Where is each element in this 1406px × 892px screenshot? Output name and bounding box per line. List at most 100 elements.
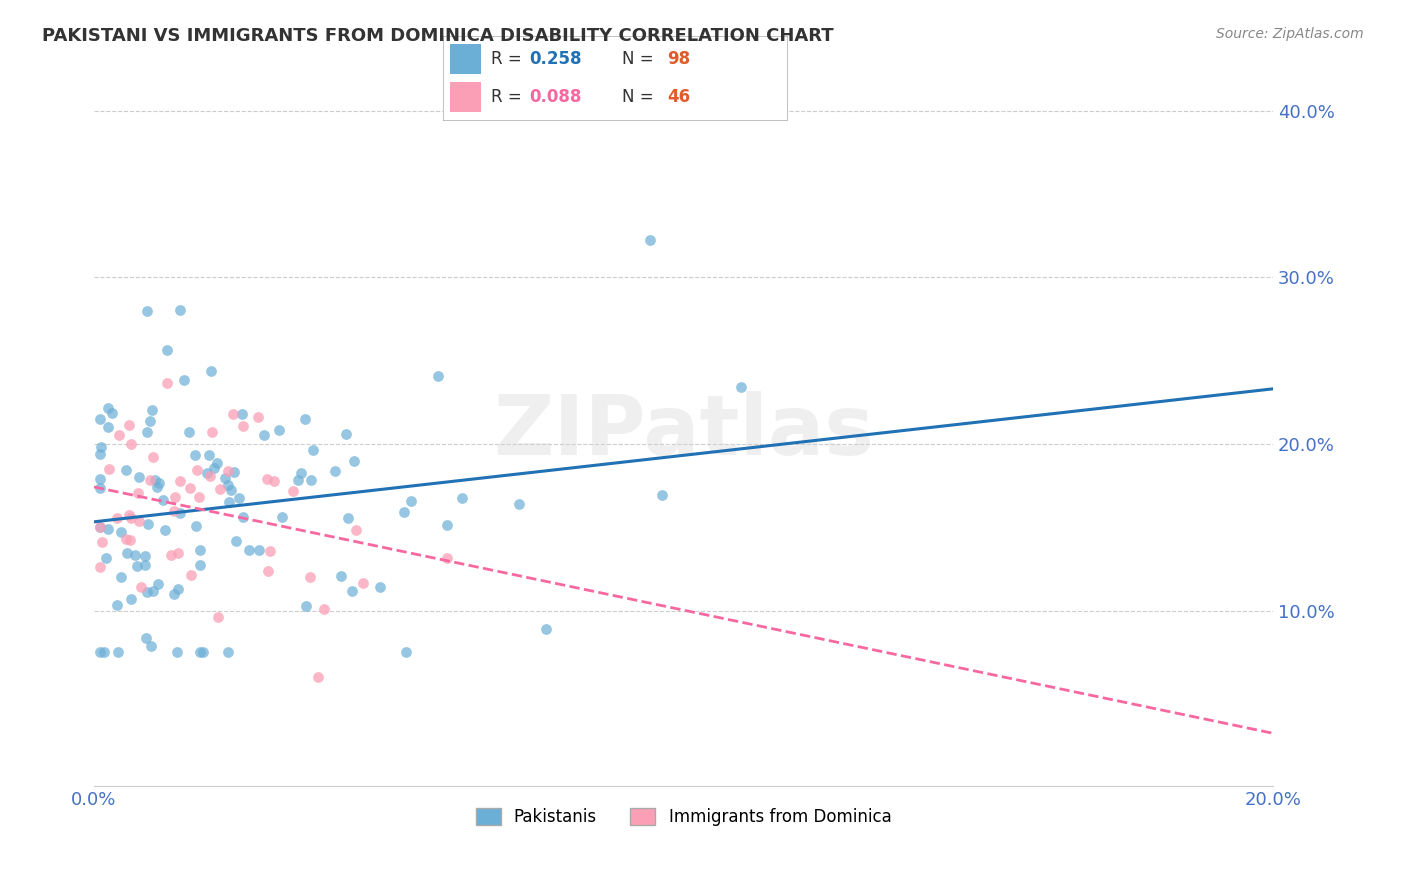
Point (115, 546, 138, 560)
Text: Source: ZipAtlas.com: Source: ZipAtlas.com (1216, 27, 1364, 41)
Point (205, 456, 228, 470)
Point (139, 473, 162, 487)
Point (110, 524, 132, 539)
Point (219, 483, 242, 497)
Point (312, 601, 335, 615)
Point (231, 407, 253, 421)
Point (207, 609, 229, 624)
Point (135, 304, 157, 318)
Point (115, 463, 138, 477)
Point (89, 447, 111, 461)
Point (118, 508, 141, 522)
Point (107, 645, 129, 659)
Point (247, 543, 270, 558)
Point (169, 506, 191, 520)
Point (135, 425, 157, 439)
Point (298, 570, 321, 584)
Point (89, 472, 111, 486)
Point (730, 380, 752, 394)
Point (143, 474, 166, 488)
Point (166, 645, 188, 659)
Point (163, 504, 186, 518)
Point (225, 533, 247, 548)
Point (290, 467, 312, 481)
Point (640, 233, 662, 247)
Point (89, 645, 111, 659)
Point (343, 454, 366, 468)
Point (97, 420, 120, 434)
Point (302, 443, 325, 458)
Point (115, 533, 138, 547)
Point (145, 480, 167, 494)
Point (257, 564, 280, 578)
Point (183, 448, 205, 462)
Point (138, 414, 160, 428)
Text: N =: N = (621, 50, 659, 68)
Point (180, 568, 202, 582)
Point (97, 462, 120, 476)
Text: 98: 98 (666, 50, 690, 68)
Point (392, 505, 415, 519)
Point (294, 412, 316, 426)
Point (221, 407, 243, 421)
Point (232, 419, 254, 434)
Point (232, 509, 254, 524)
Point (195, 466, 218, 480)
Point (283, 483, 305, 498)
Point (436, 518, 458, 533)
Text: R =: R = (491, 50, 527, 68)
Point (173, 373, 195, 387)
Point (256, 472, 278, 486)
Point (370, 580, 392, 594)
Point (263, 474, 285, 488)
Point (401, 493, 423, 508)
Point (228, 491, 250, 505)
Point (271, 510, 294, 524)
Point (97, 522, 120, 536)
Point (451, 491, 474, 505)
Point (89, 519, 111, 533)
Point (253, 427, 276, 442)
Point (97, 401, 120, 416)
Point (110, 569, 132, 583)
Point (148, 476, 170, 491)
Point (323, 464, 346, 478)
Point (299, 473, 322, 487)
Point (307, 670, 329, 684)
Point (135, 631, 157, 645)
Point (198, 468, 221, 483)
Point (89, 520, 111, 534)
Point (155, 523, 177, 537)
Point (118, 533, 141, 548)
Point (426, 368, 449, 383)
Point (127, 486, 149, 500)
Point (124, 548, 146, 562)
Point (89, 412, 111, 426)
Point (134, 558, 156, 573)
Text: R =: R = (491, 87, 527, 105)
Point (198, 448, 221, 462)
Point (259, 544, 281, 558)
Point (166, 582, 188, 596)
Point (120, 591, 142, 606)
Point (395, 645, 418, 659)
Point (179, 481, 201, 495)
Point (89, 559, 111, 574)
Point (146, 577, 169, 591)
Point (141, 402, 163, 417)
Point (142, 450, 165, 464)
Point (184, 519, 207, 533)
Point (136, 517, 159, 532)
Point (534, 623, 557, 637)
FancyBboxPatch shape (450, 82, 481, 112)
Point (508, 497, 530, 511)
Point (129, 581, 152, 595)
Point (177, 425, 200, 440)
Point (125, 558, 148, 573)
Point (91, 534, 114, 549)
Point (200, 364, 222, 378)
Point (89, 481, 111, 495)
Point (336, 511, 359, 525)
Point (128, 469, 150, 483)
Text: N =: N = (621, 87, 659, 105)
